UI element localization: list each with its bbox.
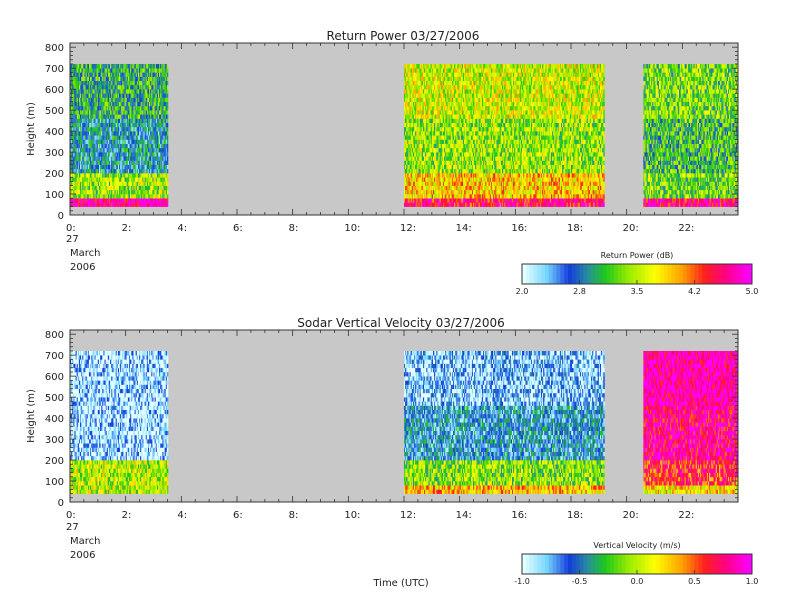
return-power-panel: Return Power 03/27/2006 Height (m) 0: 2: 4… xyxy=(26,29,758,296)
return-power-plot-area xyxy=(70,43,738,215)
data-segment-0 xyxy=(70,64,168,207)
sodar-figure: Return Power 03/27/2006 Height (m) 0: 2: 4… xyxy=(0,0,791,611)
chart-title: Return Power 03/27/2006 xyxy=(327,29,480,43)
y-axis-label: Height (m) xyxy=(26,102,37,156)
